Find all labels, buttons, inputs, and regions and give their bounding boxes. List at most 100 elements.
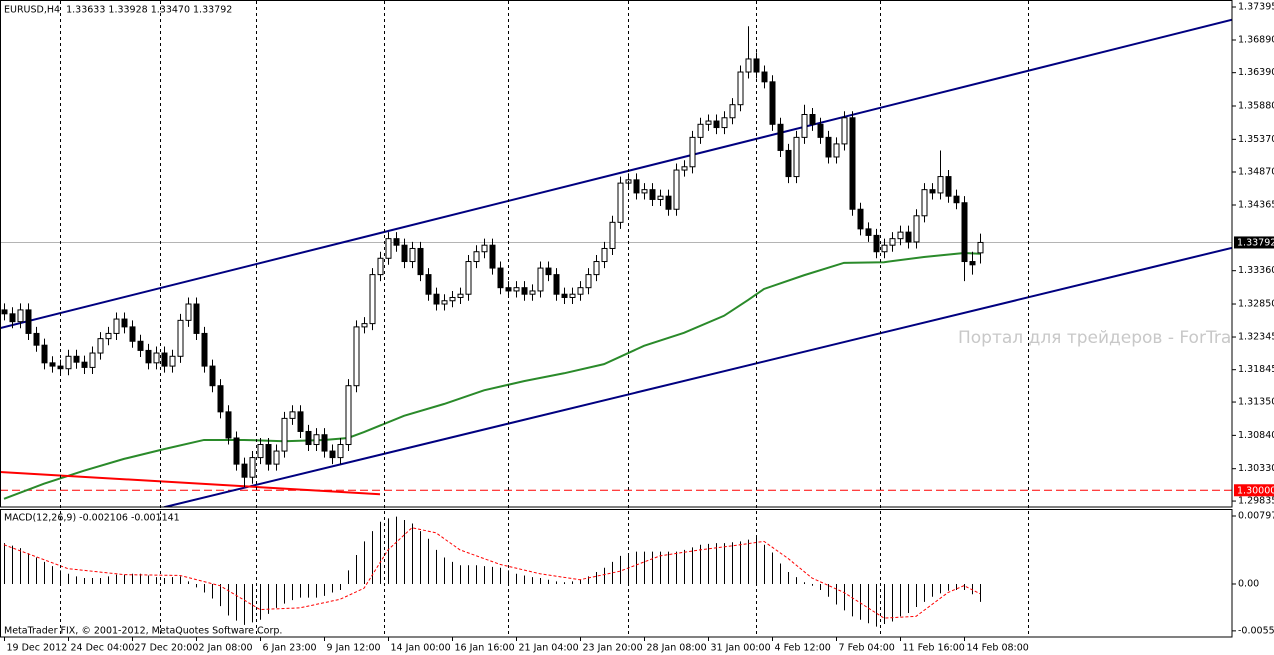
candle-body xyxy=(401,244,408,263)
candle-body xyxy=(193,303,200,334)
candle-body xyxy=(961,202,968,263)
candle-body xyxy=(337,444,344,459)
candle-body xyxy=(745,58,752,73)
x-tick-label: 14 Jan 00:00 xyxy=(391,643,451,654)
candle-body xyxy=(801,113,808,138)
candle-body xyxy=(521,287,528,295)
candle-body xyxy=(425,274,432,295)
candle-body xyxy=(865,228,872,236)
y-tick-label: 1.37395 xyxy=(1238,1,1274,12)
candle-body xyxy=(153,352,160,364)
candle-body xyxy=(1,309,8,315)
y-tick-label: 1.35880 xyxy=(1238,101,1274,112)
candle-body xyxy=(729,104,736,119)
x-tick-label: 4 Feb 12:00 xyxy=(775,643,831,654)
candle-body xyxy=(161,352,168,367)
candle-body xyxy=(113,318,120,334)
candle-body xyxy=(841,117,848,145)
candle-body xyxy=(121,318,128,328)
macd-title: MACD(12,26,9) -0.002106 -0.001141 xyxy=(4,513,180,524)
candle-body xyxy=(977,241,984,254)
y-tick-label: 1.30840 xyxy=(1238,430,1274,441)
candle-body xyxy=(489,244,496,269)
candle-body xyxy=(825,136,832,158)
candle-body xyxy=(809,113,816,125)
candle-body xyxy=(913,215,920,243)
candle-body xyxy=(857,208,864,230)
candle-body xyxy=(697,123,704,138)
y-tick-label: 1.34365 xyxy=(1238,200,1274,211)
candle-body xyxy=(361,323,368,328)
candle-body xyxy=(89,352,96,368)
x-tick-label: 23 Jan 20:00 xyxy=(583,643,643,654)
candle-body xyxy=(641,189,648,194)
candle-body xyxy=(473,251,480,263)
candle-body xyxy=(393,238,400,246)
main-plot: Портал для трейдеров - ForTrader.ru xyxy=(0,18,1232,507)
candle-body xyxy=(481,244,488,253)
candle-body xyxy=(289,411,296,419)
candle-body xyxy=(73,355,80,363)
y-tick-label: 0.00 xyxy=(1238,578,1259,589)
candle-body xyxy=(849,117,856,210)
trend-line xyxy=(0,470,381,496)
y-tick-label: 1.32850 xyxy=(1238,299,1274,310)
x-tick-label: 11 Feb 16:00 xyxy=(903,643,965,654)
candle-body xyxy=(225,411,232,439)
candle-body xyxy=(945,176,952,197)
candle-body xyxy=(713,120,720,129)
candle-body xyxy=(449,296,456,302)
candle-body xyxy=(769,81,776,125)
candle-body xyxy=(905,231,912,243)
x-tick-label: 16 Jan 16:00 xyxy=(455,643,515,654)
candle-body xyxy=(553,274,560,295)
candle-body xyxy=(241,463,248,478)
candle-body xyxy=(665,195,672,210)
candle-body xyxy=(33,332,40,346)
level-tag-box xyxy=(1234,484,1274,497)
candle-body xyxy=(9,313,16,323)
candle-body xyxy=(353,326,360,387)
candle-body xyxy=(593,261,600,276)
candle-body xyxy=(129,326,136,342)
candle-body xyxy=(385,238,392,259)
candle-body xyxy=(705,120,712,125)
x-tick-label: 31 Jan 00:00 xyxy=(711,643,771,654)
candle-body xyxy=(369,274,376,325)
candle-body xyxy=(17,309,24,323)
candle-body xyxy=(529,290,536,295)
candle-body xyxy=(377,257,384,276)
y-tick-label: 1.30330 xyxy=(1238,463,1274,474)
candle-body xyxy=(649,189,656,200)
candle-body xyxy=(329,450,336,459)
price-tag: 1.33792 xyxy=(1237,237,1274,248)
candle-body xyxy=(889,238,896,246)
candle-body xyxy=(753,58,760,73)
x-tick-label: 27 Dec 20:00 xyxy=(135,643,199,654)
main-title: EURUSD,H4 1.33633 1.33928 1.33470 1.3379… xyxy=(4,5,232,16)
candle-body xyxy=(297,411,304,432)
candle-body xyxy=(209,365,216,387)
candle-body xyxy=(321,434,328,452)
candle-body xyxy=(257,444,264,459)
candle-body xyxy=(785,149,792,178)
candle-body xyxy=(761,71,768,83)
candle-body xyxy=(609,221,616,249)
candle-body xyxy=(417,247,424,276)
candle-body xyxy=(601,247,608,263)
candle-body xyxy=(313,434,320,446)
candle-body xyxy=(569,293,576,298)
candle-body xyxy=(169,355,176,367)
candle-body xyxy=(273,450,280,465)
x-tick-label: 21 Jan 04:00 xyxy=(519,643,579,654)
candle-body xyxy=(737,71,744,106)
y-tick-label: 1.31350 xyxy=(1238,397,1274,408)
candle-body xyxy=(937,176,944,194)
main-frame xyxy=(0,0,1233,508)
y-tick-label: 1.36890 xyxy=(1238,34,1274,45)
candle-body xyxy=(673,169,680,210)
x-tick-label: 19 Dec 2012 xyxy=(7,643,68,654)
candle-body xyxy=(409,247,416,263)
candle-body xyxy=(777,123,784,151)
